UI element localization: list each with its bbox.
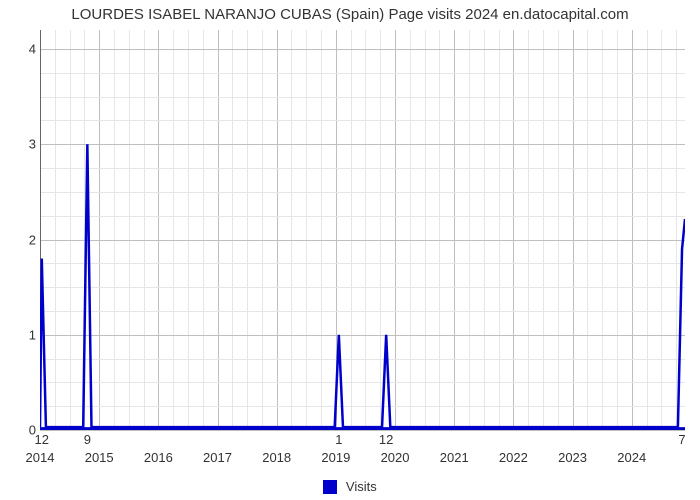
y-tick-label: 0 xyxy=(0,423,36,438)
x-tick-label: 2019 xyxy=(321,450,350,465)
x-tick-label: 2021 xyxy=(440,450,469,465)
legend: Visits xyxy=(0,478,700,494)
x-tick-label: 2017 xyxy=(203,450,232,465)
x-tick-label: 2024 xyxy=(617,450,646,465)
y-tick-label: 2 xyxy=(0,232,36,247)
plot-area xyxy=(40,30,685,430)
y-tick-label: 4 xyxy=(0,42,36,57)
value-label: 12 xyxy=(35,432,49,447)
value-label: 7 xyxy=(678,432,685,447)
y-tick-label: 1 xyxy=(0,327,36,342)
chart-title: LOURDES ISABEL NARANJO CUBAS (Spain) Pag… xyxy=(0,6,700,23)
x-tick-label: 2014 xyxy=(26,450,55,465)
legend-label: Visits xyxy=(346,479,377,494)
x-tick-label: 2015 xyxy=(85,450,114,465)
y-tick-label: 3 xyxy=(0,137,36,152)
value-label: 12 xyxy=(379,432,393,447)
visits-line xyxy=(40,30,685,430)
legend-swatch xyxy=(323,480,337,494)
x-tick-label: 2018 xyxy=(262,450,291,465)
x-tick-label: 2022 xyxy=(499,450,528,465)
value-label: 9 xyxy=(84,432,91,447)
x-tick-label: 2016 xyxy=(144,450,173,465)
x-tick-label: 2020 xyxy=(381,450,410,465)
x-tick-label: 2023 xyxy=(558,450,587,465)
value-label: 1 xyxy=(335,432,342,447)
